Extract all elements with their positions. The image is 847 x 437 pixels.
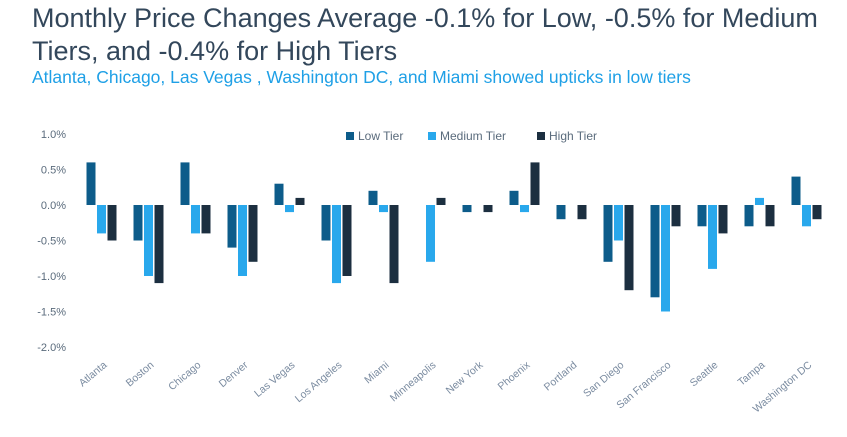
x-tick-label: Seattle <box>688 359 721 389</box>
x-tick-label: Chicago <box>166 359 203 393</box>
bar-medium-tier-las-vegas <box>285 205 294 213</box>
bar-low-tier-chicago <box>180 162 190 205</box>
bar-low-tier-los-angeles <box>321 205 331 241</box>
bar-low-tier-washington-dc <box>791 176 801 205</box>
bar-low-tier-boston <box>133 205 143 241</box>
bar-high-tier-los-angeles <box>342 205 352 276</box>
legend-label: High Tier <box>549 129 597 143</box>
chart-subtitle: Atlanta, Chicago, Las Vegas , Washington… <box>32 67 691 87</box>
y-tick-label: 0.5% <box>41 165 66 177</box>
x-tick-label: Tampa <box>736 359 768 389</box>
legend-swatch <box>346 132 354 140</box>
chart-title: Monthly Price Changes Average -0.1% for … <box>32 3 818 66</box>
bar-low-tier-new-york <box>462 205 472 213</box>
bar-high-tier-san-diego <box>624 205 634 291</box>
bar-low-tier-denver <box>227 205 237 248</box>
bar-high-tier-miami <box>389 205 399 284</box>
bar-low-tier-atlanta <box>86 162 96 205</box>
bars <box>86 162 822 312</box>
bar-high-tier-portland <box>577 205 587 220</box>
bar-high-tier-denver <box>248 205 258 262</box>
y-tick-label: 1.0% <box>41 129 66 141</box>
legend-label: Low Tier <box>358 129 403 143</box>
bar-low-tier-portland <box>556 205 566 220</box>
bar-high-tier-new-york <box>483 205 493 213</box>
bar-medium-tier-san-diego <box>614 205 623 241</box>
bar-high-tier-minneapolis <box>436 197 446 205</box>
legend-label: Medium Tier <box>440 129 506 143</box>
x-tick-label: New York <box>444 359 486 397</box>
x-tick-label: Miami <box>362 359 391 386</box>
bar-high-tier-atlanta <box>107 205 117 241</box>
bar-high-tier-phoenix <box>530 162 540 205</box>
bar-medium-tier-boston <box>144 205 153 276</box>
bar-medium-tier-washington-dc <box>802 205 811 227</box>
bar-medium-tier-atlanta <box>97 205 106 234</box>
legend-swatch <box>428 132 436 140</box>
bar-high-tier-tampa <box>765 205 775 227</box>
x-tick-label: Atlanta <box>77 359 110 389</box>
bar-medium-tier-minneapolis <box>426 205 435 262</box>
bar-low-tier-seattle <box>697 205 707 227</box>
bar-medium-tier-seattle <box>708 205 717 269</box>
y-tick-label: 0.0% <box>41 200 66 212</box>
bar-low-tier-miami <box>368 190 378 205</box>
bar-medium-tier-tampa <box>755 197 764 205</box>
bar-medium-tier-miami <box>379 205 388 213</box>
bar-high-tier-chicago <box>201 205 211 234</box>
x-tick-label: Phoenix <box>496 359 533 393</box>
bar-high-tier-boston <box>154 205 164 284</box>
bar-medium-tier-san-francisco <box>661 205 670 312</box>
bar-medium-tier-chicago <box>191 205 200 234</box>
bar-medium-tier-denver <box>238 205 247 276</box>
x-tick-label: Boston <box>124 359 157 389</box>
bar-high-tier-las-vegas <box>295 197 305 205</box>
y-tick-label: -1.5% <box>37 307 66 319</box>
x-tick-label: Los Angeles <box>293 359 345 405</box>
y-axis: 1.0% 0.5% 0.0% -0.5% -1.0% -1.5% -2.0% <box>37 129 66 354</box>
legend-swatch <box>537 132 545 140</box>
bar-low-tier-san-diego <box>603 205 613 262</box>
bar-low-tier-tampa <box>744 205 754 227</box>
bar-low-tier-las-vegas <box>274 183 284 205</box>
bar-high-tier-seattle <box>718 205 728 234</box>
bar-high-tier-san-francisco <box>671 205 681 227</box>
bar-medium-tier-los-angeles <box>332 205 341 284</box>
y-tick-label: -1.0% <box>37 271 66 283</box>
y-tick-label: -2.0% <box>37 342 66 354</box>
bar-low-tier-san-francisco <box>650 205 660 298</box>
x-tick-label: Portland <box>542 359 580 393</box>
x-tick-label: San Diego <box>581 359 626 400</box>
x-tick-label: Denver <box>217 359 251 390</box>
y-tick-label: -0.5% <box>37 236 66 248</box>
bar-medium-tier-phoenix <box>520 205 529 213</box>
legend: Low Tier Medium Tier High Tier <box>346 129 597 143</box>
bar-high-tier-washington-dc <box>812 205 822 220</box>
bar-low-tier-phoenix <box>509 190 519 205</box>
x-tick-label: Las Vegas <box>252 359 297 400</box>
x-tick-label: Minneapolis <box>388 359 439 404</box>
